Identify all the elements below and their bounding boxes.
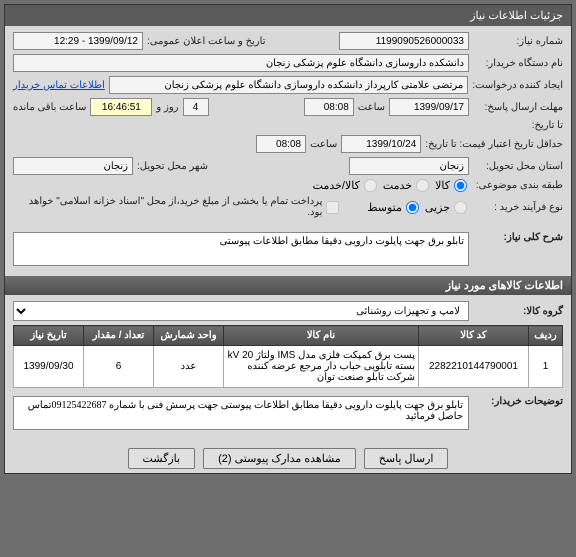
td-date: 1399/09/30 (14, 346, 84, 388)
radio-service-lbl: خدمت (383, 179, 412, 192)
lbl-buyer-note: توضیحات خریدار: (473, 396, 563, 407)
fld-d1-date: 1399/09/17 (389, 98, 469, 116)
row-until-empty: تا تاریخ: (13, 120, 563, 131)
td-code: 2282210144790001 (419, 346, 529, 388)
lbl-public-dt: تاریخ و ساعت اعلان عمومی: (147, 36, 266, 47)
radio-both[interactable]: کالا/خدمت (313, 179, 379, 192)
th-date: تاریخ نیاز (14, 326, 84, 346)
td-qty: 6 (84, 346, 154, 388)
row-creator: ایجاد کننده درخواست: مرتضی علامتی کارپرد… (13, 76, 563, 94)
lbl-proc: نوع فرآیند خرید : (473, 202, 563, 213)
chk-treasury-lbl: پرداخت تمام یا بخشی از مبلغ خرید،از محل … (13, 196, 322, 218)
td-unit: عدد (154, 346, 224, 388)
row-buyer-note: توضیحات خریدار: (13, 396, 563, 430)
lbl-time2: ساعت (310, 139, 337, 150)
lbl-province: استان محل تحویل: (473, 161, 563, 172)
button-row: ارسال پاسخ مشاهده مدارک پیوستی (2) بازگش… (5, 440, 571, 473)
items-table: ردیف کد کالا نام کالا واحد شمارش تعداد /… (13, 325, 563, 388)
lbl-valid: حداقل تاریخ اعتبار قیمت: تا تاریخ: (425, 139, 563, 150)
radio-med[interactable]: متوسط (367, 201, 421, 214)
lbl-remain: ساعت باقی مانده (13, 102, 86, 113)
td-name: پست برق کمپکت فلزی مدل IMS ولتاژ 20 kV ب… (224, 346, 419, 388)
btn-attachments[interactable]: مشاهده مدارک پیوستی (2) (203, 448, 356, 469)
radio-goods-input[interactable] (454, 179, 467, 192)
radio-goods[interactable]: کالا (435, 179, 469, 192)
radio-small-lbl: جزیی (425, 201, 450, 214)
fld-req-no: 1199090526000033 (339, 32, 469, 50)
lbl-budget: طبقه بندی موضوعی: (473, 180, 563, 191)
lbl-req-no: شماره نیاز: (473, 36, 563, 47)
th-name: نام کالا (224, 326, 419, 346)
row-proc: نوع فرآیند خرید : جزیی متوسط پرداخت تمام… (13, 196, 563, 218)
fld-desc: تابلو برق جهت پایلوت دارویی دقیقا مطابق … (13, 232, 469, 266)
items-section-title: اطلاعات کالاهای مورد نیاز (5, 276, 571, 295)
th-row: ردیف (529, 326, 563, 346)
row-desc: شرح کلی نیاز: تابلو برق جهت پایلوت داروی… (13, 232, 563, 266)
lbl-deadline: مهلت ارسال پاسخ: (473, 102, 563, 113)
radio-service[interactable]: خدمت (383, 179, 431, 192)
fld-city: زنجان (13, 157, 133, 175)
fld-buyer: دانشکده داروسازی دانشگاه علوم پزشکی زنجا… (13, 54, 469, 72)
need-details-panel: جزئیات اطلاعات نیاز شماره نیاز: 11990905… (4, 4, 572, 474)
radio-med-input[interactable] (406, 201, 419, 214)
chk-treasury[interactable]: پرداخت تمام یا بخشی از مبلغ خرید،از محل … (13, 196, 341, 218)
ta-buyer-note (13, 396, 469, 430)
row-req-no: شماره نیاز: 1199090526000033 تاریخ و ساع… (13, 32, 563, 50)
fld-public-dt: 1399/09/12 - 12:29 (13, 32, 143, 50)
form-body: شماره نیاز: 1199090526000033 تاریخ و ساع… (5, 26, 571, 276)
table-row[interactable]: 1 2282210144790001 پست برق کمپکت فلزی مد… (14, 346, 563, 388)
radio-small-input[interactable] (454, 201, 467, 214)
row-group: گروه کالا: لامپ و تجهیزات روشنائی (13, 301, 563, 321)
th-code: کد کالا (419, 326, 529, 346)
lbl-group: گروه کالا: (473, 306, 563, 317)
radio-goods-lbl: کالا (435, 179, 450, 192)
th-unit: واحد شمارش (154, 326, 224, 346)
link-buyer-contact[interactable]: اطلاعات تماس خریدار (13, 80, 105, 91)
panel-title: جزئیات اطلاعات نیاز (5, 5, 571, 26)
radio-both-lbl: کالا/خدمت (313, 179, 360, 192)
row-budget: طبقه بندی موضوعی: کالا خدمت کالا/خدمت (13, 179, 563, 192)
td-idx: 1 (529, 346, 563, 388)
lbl-buyer: نام دستگاه خریدار: (473, 58, 563, 69)
row-valid: حداقل تاریخ اعتبار قیمت: تا تاریخ: 1399/… (13, 135, 563, 153)
btn-back[interactable]: بازگشت (128, 448, 196, 469)
fld-d1-time: 08:08 (304, 98, 354, 116)
lbl-desc: شرح کلی نیاز: (473, 232, 563, 243)
select-group[interactable]: لامپ و تجهیزات روشنائی (13, 301, 469, 321)
row-deadline: مهلت ارسال پاسخ: 1399/09/17 ساعت 08:08 4… (13, 98, 563, 116)
fld-d2-time: 08:08 (256, 135, 306, 153)
fld-days: 4 (183, 98, 209, 116)
fld-countdown: 16:46:51 (90, 98, 152, 116)
radio-both-input[interactable] (364, 179, 377, 192)
row-province: استان محل تحویل: زنجان شهر محل تحویل: زن… (13, 157, 563, 175)
th-qty: تعداد / مقدار (84, 326, 154, 346)
fld-province: زنجان (349, 157, 469, 175)
row-buyer: نام دستگاه خریدار: دانشکده داروسازی دانش… (13, 54, 563, 72)
fld-creator: مرتضی علامتی کارپرداز دانشکده داروسازی د… (109, 76, 468, 94)
items-body: گروه کالا: لامپ و تجهیزات روشنائی ردیف ک… (5, 295, 571, 440)
lbl-until: تا تاریخ: (473, 120, 563, 131)
lbl-city: شهر محل تحویل: (137, 161, 208, 172)
lbl-day-unit: روز و (156, 102, 178, 113)
radio-service-input[interactable] (416, 179, 429, 192)
lbl-time1: ساعت (358, 102, 385, 113)
radio-med-lbl: متوسط (367, 201, 402, 214)
btn-reply[interactable]: ارسال پاسخ (364, 448, 449, 469)
lbl-creator: ایجاد کننده درخواست: (472, 80, 563, 91)
items-header-row: ردیف کد کالا نام کالا واحد شمارش تعداد /… (14, 326, 563, 346)
chk-treasury-input[interactable] (326, 201, 339, 214)
fld-d2-date: 1399/10/24 (341, 135, 421, 153)
radio-small[interactable]: جزیی (425, 201, 469, 214)
